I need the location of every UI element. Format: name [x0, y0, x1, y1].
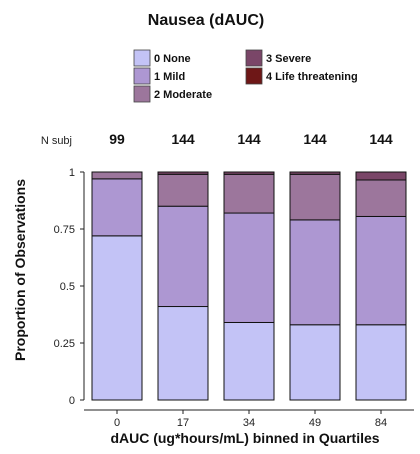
bar-segment-1-1	[157, 205, 209, 308]
legend: 0 None 1 Mild 2 Moderate 3 Severe 4 Life thr…	[133, 49, 358, 103]
chart-title: Nausea (dAUC)	[148, 12, 264, 29]
bar-segment-3-2	[289, 173, 341, 221]
bar-segment-3-3	[289, 171, 341, 175]
bar-segment-3-0	[289, 324, 341, 401]
x-axis-title: dAUC (ug*hours/mL) binned in Quartiles	[110, 430, 379, 446]
legend-swatch-2	[133, 85, 151, 103]
legend-label-0: 0 None	[154, 53, 191, 65]
legend-label-2: 2 Moderate	[154, 89, 212, 101]
legend-swatch-0	[133, 49, 151, 67]
legend-swatch-1	[133, 67, 151, 85]
nsubj-value-0: 99	[109, 131, 125, 147]
bar-segment-1-3	[157, 171, 209, 175]
x-tick-label-0: 0	[114, 417, 120, 429]
bar-segment-2-2	[223, 173, 275, 214]
legend-label-4: 4 Life threatening	[266, 71, 358, 83]
nsubj-value-2: 144	[237, 131, 261, 147]
nsubj-value-1: 144	[171, 131, 195, 147]
nsubj-value-3: 144	[303, 131, 327, 147]
bar-segment-0-2	[91, 171, 143, 180]
x-tick-label-1: 17	[177, 417, 189, 429]
bar-segment-4-0	[355, 324, 407, 401]
y-tick-label-0: 0	[69, 395, 75, 407]
bar-segment-3-1	[289, 219, 341, 326]
x-tick-label-3: 49	[309, 417, 321, 429]
y-tick-label-1: 0.25	[54, 338, 75, 350]
bar-segment-4-2	[355, 179, 407, 217]
nsubj-values: 99 144 144 144 144	[109, 131, 393, 147]
legend-label-3: 3 Severe	[266, 53, 311, 65]
legend-swatch-4	[245, 67, 263, 85]
bar-segment-2-3	[223, 171, 275, 175]
x-tick-label-2: 34	[243, 417, 255, 429]
nsubj-label: N subj	[41, 135, 72, 147]
bar-segment-4-3	[355, 171, 407, 181]
bar-segment-1-0	[157, 306, 209, 401]
y-axis-title: Proportion of Observations	[12, 179, 28, 361]
y-tick-label-4: 1	[69, 167, 75, 179]
y-tick-label-2: 0.5	[60, 281, 75, 293]
bar-segment-2-0	[223, 321, 275, 401]
legend-label-1: 1 Mild	[154, 71, 185, 83]
bar-segment-1-2	[157, 173, 209, 207]
legend-swatch-3	[245, 49, 263, 67]
bar-segment-2-1	[223, 212, 275, 323]
nsubj-value-4: 144	[369, 131, 393, 147]
bar-segment-0-0	[91, 235, 143, 401]
bar-segment-4-1	[355, 215, 407, 326]
plot-area: 0 0.25 0.5 0.75 1 0 17 34 49 84	[54, 167, 414, 429]
bar-segment-0-1	[91, 178, 143, 237]
x-tick-label-4: 84	[375, 417, 387, 429]
y-tick-label-3: 0.75	[54, 224, 75, 236]
